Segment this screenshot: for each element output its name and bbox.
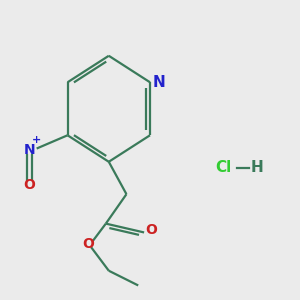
Text: O: O xyxy=(146,223,158,236)
Text: Cl: Cl xyxy=(215,160,232,175)
Text: O: O xyxy=(23,178,35,192)
Text: N: N xyxy=(23,143,35,157)
Text: H: H xyxy=(251,160,264,175)
Text: N: N xyxy=(153,75,166,90)
Text: +: + xyxy=(32,135,41,145)
Text: O: O xyxy=(82,237,94,251)
